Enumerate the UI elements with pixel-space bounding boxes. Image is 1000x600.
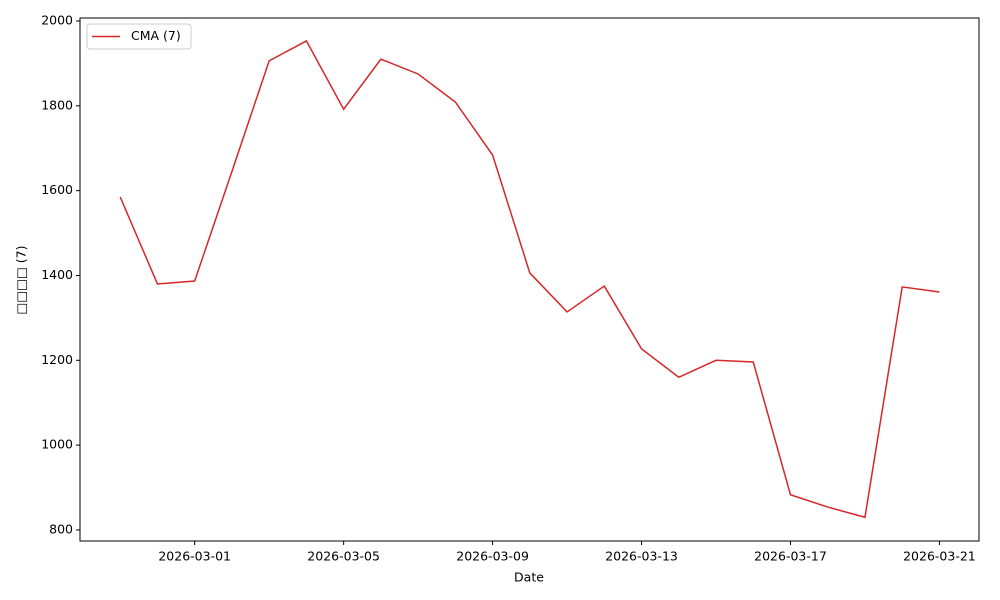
y-tick-label: 1600 <box>41 182 73 197</box>
x-tick-label: 2026-03-21 <box>903 549 976 564</box>
legend-label: CMA (7) <box>131 28 181 43</box>
x-tick-label: 2026-03-05 <box>307 549 380 564</box>
y-tick-label: 2000 <box>41 12 73 27</box>
x-axis-label: Date <box>514 570 544 585</box>
x-tick-label: 2026-03-09 <box>456 549 529 564</box>
line-series <box>119 39 940 519</box>
y-tick-label: 1400 <box>41 267 73 282</box>
y-axis-label: □□□□ (7) <box>14 246 29 315</box>
y-tick-label: 1000 <box>41 437 73 452</box>
x-tick-label: 2026-03-13 <box>605 549 678 564</box>
x-tick-label: 2026-03-01 <box>158 549 231 564</box>
x-tick-label: 2026-03-17 <box>754 549 827 564</box>
y-tick-label: 800 <box>49 521 73 536</box>
y-tick-label: 1200 <box>41 352 73 367</box>
y-tick-label: 1800 <box>41 97 73 112</box>
legend-box <box>86 23 192 50</box>
axes-frame <box>79 17 980 542</box>
